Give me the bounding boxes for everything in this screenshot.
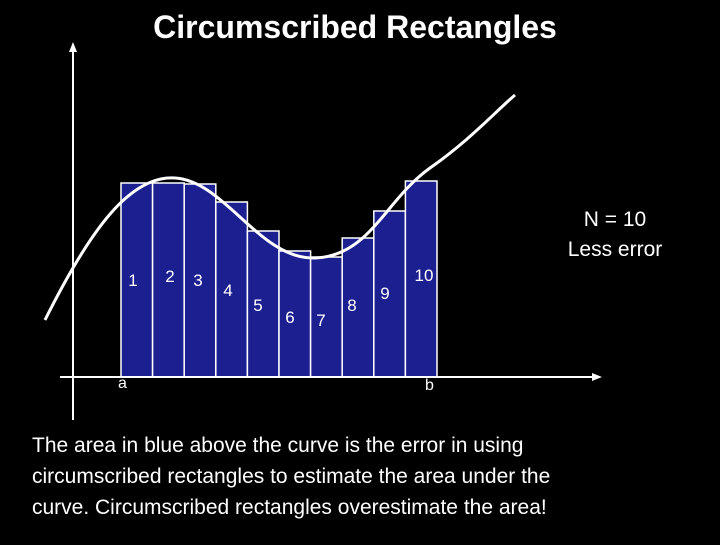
y-axis-arrow (69, 42, 77, 52)
note-error: Less error (568, 238, 663, 261)
caption-line: The area in blue above the curve is the … (32, 434, 523, 457)
rectangle (404, 180, 438, 378)
rectangle (183, 183, 217, 378)
rectangle (151, 182, 185, 378)
rectangle-label: 3 (193, 271, 202, 290)
rectangle-label: 8 (347, 296, 356, 315)
rectangle (120, 182, 154, 378)
curve (43, 93, 516, 321)
rectangle-label: 1 (128, 271, 137, 290)
rectangle (278, 250, 312, 378)
label-a: a (118, 375, 127, 392)
note-n: N = 10 (584, 208, 646, 231)
rectangle (246, 230, 280, 378)
rectangle-label: 4 (223, 281, 232, 300)
rectangle (341, 237, 375, 378)
rectangles (120, 180, 438, 378)
label-b: b (425, 377, 434, 394)
rectangle-label: 10 (415, 266, 434, 285)
caption-line: circumscribed rectangles to estimate the… (32, 465, 550, 488)
caption-line: curve. Circumscribed rectangles overesti… (32, 496, 547, 519)
x-axis-arrow (592, 373, 602, 381)
rectangle-label: 6 (285, 308, 294, 327)
title: Circumscribed Rectangles (153, 9, 557, 45)
rectangle-label: 9 (380, 284, 389, 303)
rectangle-label: 2 (165, 267, 174, 286)
rectangle-label: 7 (316, 311, 325, 330)
rectangle-label: 5 (253, 296, 262, 315)
rectangle (373, 210, 407, 378)
